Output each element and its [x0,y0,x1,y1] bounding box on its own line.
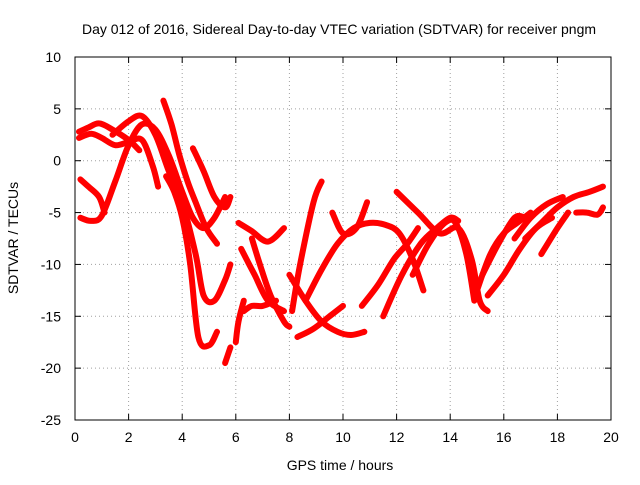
series-line-arc-29 [538,209,572,258]
x-tick-label: 2 [125,429,133,445]
series-line-arc-9 [222,344,234,366]
y-tick-label: 10 [45,49,61,65]
x-tick-label: 8 [286,429,294,445]
series-line-arc-14 [248,235,293,330]
series-line-arc-28 [522,183,606,242]
y-tick-label: -15 [41,308,61,324]
series-line-arc-11 [235,219,287,245]
series-line-arc-3 [77,176,108,216]
series-line-arc-16 [286,271,368,338]
series-line-arc-25 [479,212,529,278]
series-line-arc-5 [109,112,234,306]
axis-ticks: 0 2 4 6 8 10 12 14 16 18 20 10 5 0 -5 -10 -15 -20 -25 [41,49,619,445]
x-tick-label: 18 [550,429,566,445]
plot-frame [74,56,612,421]
y-tick-label: -10 [41,256,61,272]
series-line-arc-6 [160,97,220,247]
x-tick-label: 12 [389,429,405,445]
x-tick-label: 10 [335,429,351,445]
y-tick-label: 5 [53,101,61,117]
series-line-arc-15 [289,178,325,315]
x-tick-label: 4 [178,429,186,445]
data-series [76,97,606,366]
y-tick-label: -20 [41,360,61,376]
y-tick-label: -5 [49,205,62,221]
series-line-arc-10 [232,297,247,346]
chart-title: Day 012 of 2016, Sidereal Day-to-day VTE… [82,21,596,37]
y-axis-label: SDTVAR / TECUs [5,182,21,294]
series-line-arc-20 [358,225,421,309]
series-line-arc-17 [294,302,346,340]
y-tick-label: -25 [41,412,61,428]
series-line-arc-27 [511,194,566,242]
series-line-arc-8 [189,145,234,211]
y-tick-label: 0 [53,153,61,169]
series-line-arc-7 [163,173,220,350]
x-tick-label: 0 [71,429,79,445]
x-tick-label: 6 [232,429,240,445]
series-line-arc-30 [573,204,606,218]
series-line-arc-18 [302,219,427,304]
x-axis-label: GPS time / hours [287,457,394,473]
series-line-arc-13 [240,297,279,315]
x-tick-label: 16 [496,429,512,445]
grid-lines [75,57,611,420]
x-tick-label: 20 [603,429,619,445]
series-line-arc-23 [409,216,478,304]
x-tick-label: 14 [442,429,458,445]
series-line-arc-2 [76,130,162,190]
series-line-arc-19 [329,199,371,238]
